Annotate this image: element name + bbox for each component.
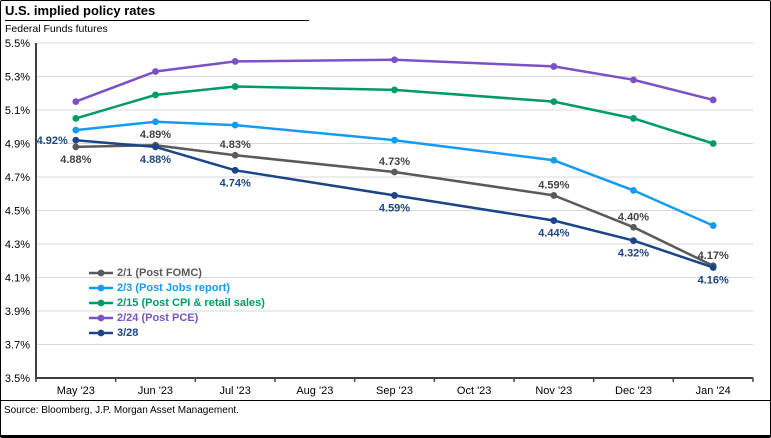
data-point [630, 223, 637, 231]
source-divider [1, 400, 770, 401]
source-text: Source: Bloomberg, J.P. Morgan Asset Man… [4, 405, 239, 416]
data-point [231, 166, 239, 174]
data-point [391, 192, 398, 199]
legend-item-label: 2/1 (Post FOMC) [117, 266, 202, 279]
data-point [231, 121, 239, 129]
y-axis-tick-label: 3.9% [5, 306, 30, 318]
data-point [630, 237, 637, 245]
x-axis-tick-label: Aug '23 [296, 385, 333, 397]
series-line [75, 85, 714, 145]
data-point-label: 4.92% [37, 135, 68, 147]
data-point-label: 4.88% [60, 154, 91, 166]
data-point-label: 4.59% [379, 202, 410, 214]
x-axis-tick-label: Jan '24 [696, 385, 731, 397]
data-point-label: 4.73% [379, 156, 410, 168]
legend-swatch-line-marker-icon [89, 283, 113, 293]
y-axis-tick-label: 4.9% [5, 139, 30, 151]
chart-legend: 2/1 (Post FOMC) 2/3 (Post Jobs report) 2/1… [89, 265, 265, 340]
legend-item-label: 2/15 (Post CPI & retail sales) [117, 296, 265, 309]
legend-item-label: 2/3 (Post Jobs report) [117, 281, 231, 294]
x-axis-tick-label: Jul '23 [219, 385, 250, 397]
data-point [72, 143, 80, 151]
data-point [152, 143, 159, 151]
x-axis-tick-label: Sep '23 [376, 385, 413, 397]
y-axis-tick-label: 5.5% [5, 38, 30, 50]
legend-swatch-line-marker-icon [89, 298, 113, 308]
y-axis-tick-label: 5.3% [5, 72, 30, 84]
legend-item-label: 2/24 (Post PCE) [117, 311, 199, 324]
x-axis-tick-label: Jun '23 [138, 385, 173, 397]
legend-item: 2/15 (Post CPI & retail sales) [89, 295, 265, 310]
data-point [72, 126, 80, 134]
x-axis-tick-label: Oct '23 [457, 385, 492, 397]
series-line [75, 58, 714, 103]
data-point [709, 96, 717, 104]
x-axis-tick-label: May '23 [57, 385, 95, 397]
legend-item: 2/1 (Post FOMC) [89, 265, 265, 280]
data-point [391, 86, 398, 94]
data-point [152, 118, 159, 126]
y-axis-tick-label: 4.5% [5, 206, 30, 218]
y-axis-tick-label: 5.1% [5, 105, 30, 117]
legend-swatch-line-marker-icon [89, 328, 113, 338]
legend-item: 3/28 [89, 325, 265, 340]
data-point [550, 156, 558, 164]
data-point [231, 151, 239, 159]
data-point-label: 4.59% [538, 179, 569, 191]
data-point [391, 56, 398, 64]
legend-swatch-line-marker-icon [89, 268, 113, 278]
x-axis-tick-label: Dec '23 [615, 385, 652, 397]
data-point [630, 114, 637, 122]
data-point [231, 58, 239, 65]
data-point [152, 68, 159, 75]
page-subtitle: Federal Funds futures [5, 23, 108, 35]
y-axis-tick-label: 3.7% [5, 340, 30, 352]
legend-item-label: 3/28 [117, 326, 139, 339]
data-point [709, 222, 717, 229]
data-point [72, 98, 80, 106]
y-axis-tick-label: 4.7% [5, 172, 30, 184]
data-point-label: 4.40% [618, 211, 649, 223]
x-axis-tick-label: Nov '23 [535, 385, 572, 397]
data-point [550, 63, 558, 70]
y-axis-tick-label: 3.5% [5, 373, 30, 385]
legend-item: 2/24 (Post PCE) [89, 310, 265, 325]
data-point-label: 4.83% [220, 139, 251, 151]
data-point-label: 4.44% [538, 228, 569, 240]
data-point [550, 98, 558, 106]
data-point-label: 4.16% [698, 274, 729, 286]
data-point [630, 76, 637, 84]
data-point-label: 4.88% [140, 154, 171, 166]
data-point [391, 168, 398, 176]
y-axis-tick-label: 4.1% [5, 273, 30, 285]
data-point [550, 192, 558, 199]
data-point [550, 217, 558, 224]
data-point [391, 136, 398, 144]
y-axis-tick-label: 4.3% [5, 239, 30, 251]
data-point-label: 4.32% [618, 248, 649, 260]
data-point-label: 4.89% [140, 129, 171, 141]
legend-swatch-line-marker-icon [89, 313, 113, 323]
data-point [72, 136, 80, 144]
page-title: U.S. implied policy rates [5, 3, 309, 21]
data-point [72, 114, 80, 122]
data-point-label: 4.74% [220, 177, 251, 189]
data-point-label: 4.17% [698, 250, 729, 262]
data-point [152, 91, 159, 99]
data-point [709, 264, 717, 271]
legend-item: 2/3 (Post Jobs report) [89, 280, 265, 295]
data-point [231, 83, 239, 90]
data-point [709, 140, 717, 147]
data-point [630, 187, 637, 194]
chart-header: U.S. implied policy rates Federal Funds … [5, 3, 309, 35]
